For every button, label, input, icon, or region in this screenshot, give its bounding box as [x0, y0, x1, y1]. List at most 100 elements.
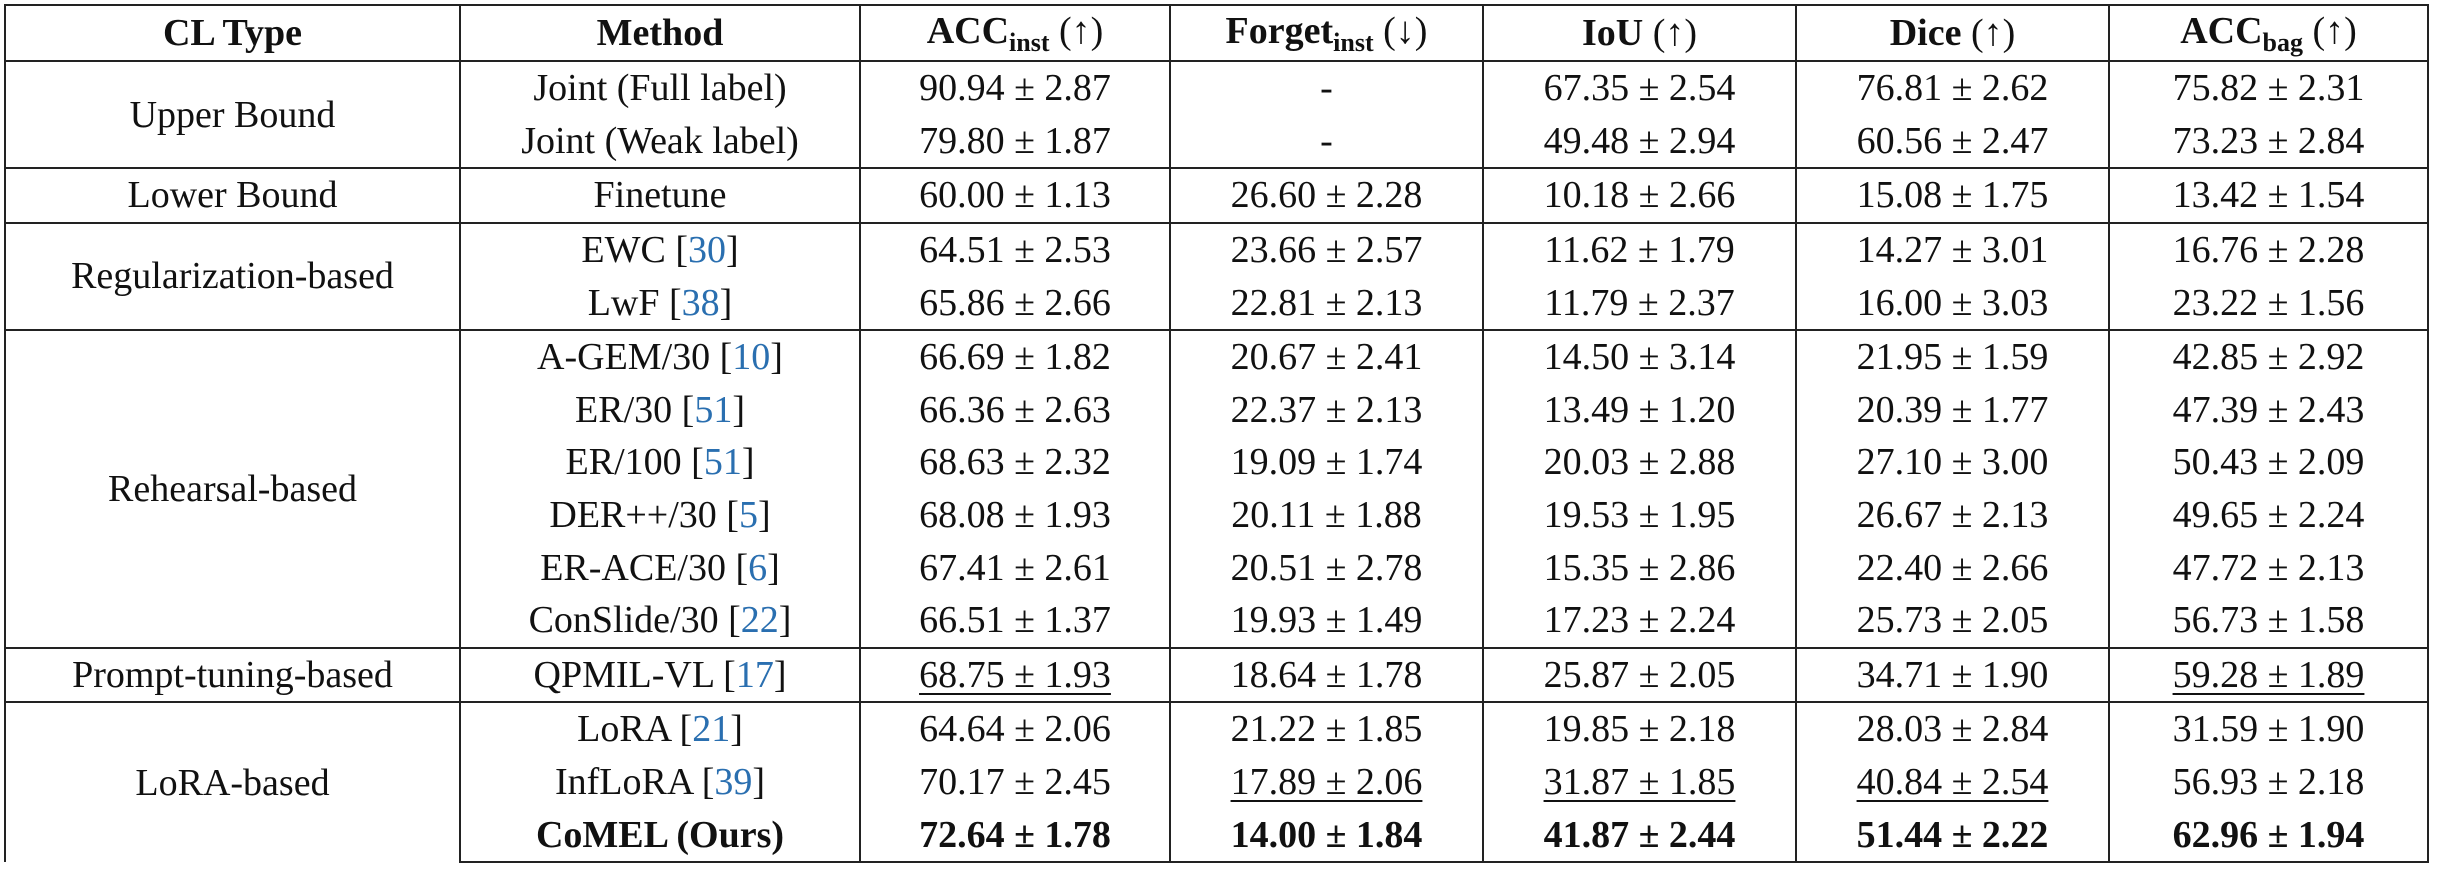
metric-cell-acc-bag: 59.28 ± 1.89: [2108, 646, 2429, 704]
metric-value: 14.50 ± 3.14: [1543, 336, 1736, 379]
metric-cell-forget-inst: 23.66 ± 2.57: [1169, 221, 1484, 277]
citation-link[interactable]: 38: [681, 281, 720, 324]
method-cell: Finetune: [459, 167, 861, 224]
header-cl-type: CL Type: [4, 4, 461, 62]
metric-cell-acc-inst: 64.51 ± 2.53: [859, 221, 1171, 277]
metric-cell-dice: 25.73 ± 2.05: [1795, 593, 2110, 649]
citation-link[interactable]: 5: [738, 494, 758, 537]
metric-cell-acc-bag: 49.65 ± 2.24: [2108, 488, 2429, 542]
method-cell: DER++/30 [5]: [459, 488, 861, 542]
metric-value: 23.22 ± 1.56: [2172, 281, 2365, 324]
metric-cell-dice: 22.40 ± 2.66: [1795, 541, 2110, 594]
metric-value: 25.73 ± 2.05: [1856, 599, 2049, 642]
table-row: Rehearsal-based A-GEM/30 [10] 66.69 ± 1.82…: [4, 328, 2429, 648]
metric-value: 16.00 ± 3.03: [1856, 281, 2049, 324]
citation-link[interactable]: 51: [694, 388, 733, 431]
header-iou-base: IoU: [1581, 12, 1644, 54]
method-cell: ER-ACE/30 [6]: [459, 541, 861, 594]
header-forget-inst-arrow: (↓): [1383, 9, 1428, 52]
header-acc-bag-arrow: (↑): [2312, 9, 2357, 52]
metric-cell-acc-inst: 68.63 ± 2.32: [859, 436, 1171, 489]
metric-cell-acc-inst: 64.64 ± 2.06: [859, 701, 1171, 756]
metric-value: 49.65 ± 2.24: [2172, 494, 2365, 537]
metric-value: 22.37 ± 2.13: [1230, 388, 1423, 431]
citation-link[interactable]: 17: [735, 653, 774, 696]
metric-value: 65.86 ± 2.66: [919, 281, 1111, 324]
cl-type-cell: Prompt-tuning-based: [4, 646, 461, 704]
metric-cell-acc-bag: 56.93 ± 2.18: [2108, 755, 2429, 809]
table-row: LwF [38] 65.86 ± 2.66 22.81 ± 2.13 11.79 ± …: [5, 276, 2429, 331]
metric-value: 20.03 ± 2.88: [1543, 441, 1736, 484]
metric-cell-acc-bag: 75.82 ± 2.31: [2108, 60, 2429, 115]
metric-value: 56.93 ± 2.18: [2172, 761, 2365, 804]
metric-cell-acc-bag: 42.85 ± 2.92: [2108, 328, 2429, 384]
metric-cell-iou: 20.03 ± 2.88: [1482, 436, 1797, 489]
metric-value: 17.23 ± 2.24: [1543, 599, 1736, 642]
method-name: InfLoRA: [554, 761, 693, 804]
citation-link[interactable]: 10: [732, 336, 771, 379]
metric-value: 13.42 ± 1.54: [2172, 174, 2365, 217]
metric-cell-iou: 19.85 ± 2.18: [1482, 701, 1797, 756]
metric-cell-acc-bag: 16.76 ± 2.28: [2108, 221, 2429, 277]
header-forget-inst-sub: inst: [1333, 27, 1374, 57]
metric-cell-forget-inst: 18.64 ± 1.78: [1169, 646, 1484, 704]
metric-cell-forget-inst: 20.51 ± 2.78: [1169, 541, 1484, 594]
method-cell: LwF [38]: [459, 276, 861, 331]
metric-value: 17.89 ± 2.06: [1230, 761, 1423, 804]
metric-cell-forget-inst: -: [1169, 114, 1484, 170]
metric-value: -: [1320, 119, 1333, 162]
metric-cell-forget-inst: 22.37 ± 2.13: [1169, 383, 1484, 437]
metric-value: 13.49 ± 1.20: [1543, 388, 1736, 431]
metric-value: 76.81 ± 2.62: [1856, 67, 2049, 110]
method-cell: Joint (Weak label): [459, 114, 861, 170]
metric-cell-iou: 25.87 ± 2.05: [1482, 646, 1797, 704]
metric-cell-dice: 16.00 ± 3.03: [1795, 276, 2110, 331]
metric-cell-acc-inst: 65.86 ± 2.66: [859, 276, 1171, 331]
method-name: EWC: [581, 229, 666, 272]
metric-value: 21.95 ± 1.59: [1856, 336, 2049, 379]
metric-value: 75.82 ± 2.31: [2172, 67, 2365, 110]
metric-value: 19.53 ± 1.95: [1543, 494, 1736, 537]
metric-cell-forget-inst: 14.00 ± 1.84: [1169, 808, 1484, 863]
metric-value: 62.96 ± 1.94: [2172, 813, 2365, 856]
table-row: Prompt-tuning-based QPMIL-VL [17] 68.75 ± …: [4, 646, 2429, 704]
metric-cell-acc-bag: 62.96 ± 1.94: [2108, 808, 2429, 863]
table-header: CL Type Method ACCinst (↑) Forgetinst (↓…: [4, 4, 2429, 62]
metric-cell-acc-bag: 50.43 ± 2.09: [2108, 436, 2429, 489]
metric-cell-forget-inst: 21.22 ± 1.85: [1169, 701, 1484, 756]
metric-cell-acc-bag: 13.42 ± 1.54: [2108, 167, 2429, 224]
metric-cell-acc-inst: 90.94 ± 2.87: [859, 60, 1171, 115]
method-name: DER++/30: [549, 494, 717, 537]
metric-value: 68.75 ± 1.93: [919, 653, 1111, 696]
metric-cell-iou: 15.35 ± 2.86: [1482, 541, 1797, 594]
method-name: Joint (Full label): [533, 67, 787, 110]
citation-link[interactable]: 51: [703, 441, 742, 484]
metric-value: 20.51 ± 2.78: [1230, 546, 1423, 589]
citation-link[interactable]: 6: [748, 546, 768, 589]
citation-link[interactable]: 22: [740, 599, 779, 642]
citation-link[interactable]: 21: [692, 708, 731, 751]
cl-type-cell: Regularization-based: [4, 221, 461, 330]
cl-type-cell: Upper Bound: [4, 59, 461, 169]
metric-cell-forget-inst: 20.67 ± 2.41: [1169, 328, 1484, 384]
citation-link[interactable]: 39: [714, 761, 753, 804]
metric-value: 20.11 ± 1.88: [1231, 494, 1422, 537]
metric-cell-acc-inst: 66.69 ± 1.82: [859, 328, 1171, 384]
method-name: ER/30: [575, 388, 673, 431]
metric-value: 40.84 ± 2.54: [1856, 761, 2049, 804]
metric-value: 67.41 ± 2.61: [919, 546, 1111, 589]
table-row: CoMEL (Ours) 72.64 ± 1.78 14.00 ± 1.84 41.8…: [5, 808, 2429, 863]
metric-cell-forget-inst: 17.89 ± 2.06: [1169, 755, 1484, 809]
metric-cell-acc-bag: 31.59 ± 1.90: [2108, 701, 2429, 756]
metric-value: 14.00 ± 1.84: [1230, 813, 1423, 856]
table-row: Joint (Weak label) 79.80 ± 1.87 - 49.48 ± 2…: [5, 114, 2429, 170]
citation-link[interactable]: 30: [687, 229, 726, 272]
metric-cell-acc-inst: 68.08 ± 1.93: [859, 488, 1171, 542]
metric-value: 60.00 ± 1.13: [919, 174, 1111, 217]
cl-type-cell: Rehearsal-based: [4, 328, 461, 648]
metric-value: 66.36 ± 2.63: [919, 388, 1111, 431]
metric-cell-iou: 17.23 ± 2.24: [1482, 593, 1797, 649]
header-acc-bag: ACCbag (↑): [2108, 4, 2429, 62]
method-name: ER/100: [565, 441, 682, 484]
metric-cell-iou: 31.87 ± 1.85: [1482, 755, 1797, 809]
